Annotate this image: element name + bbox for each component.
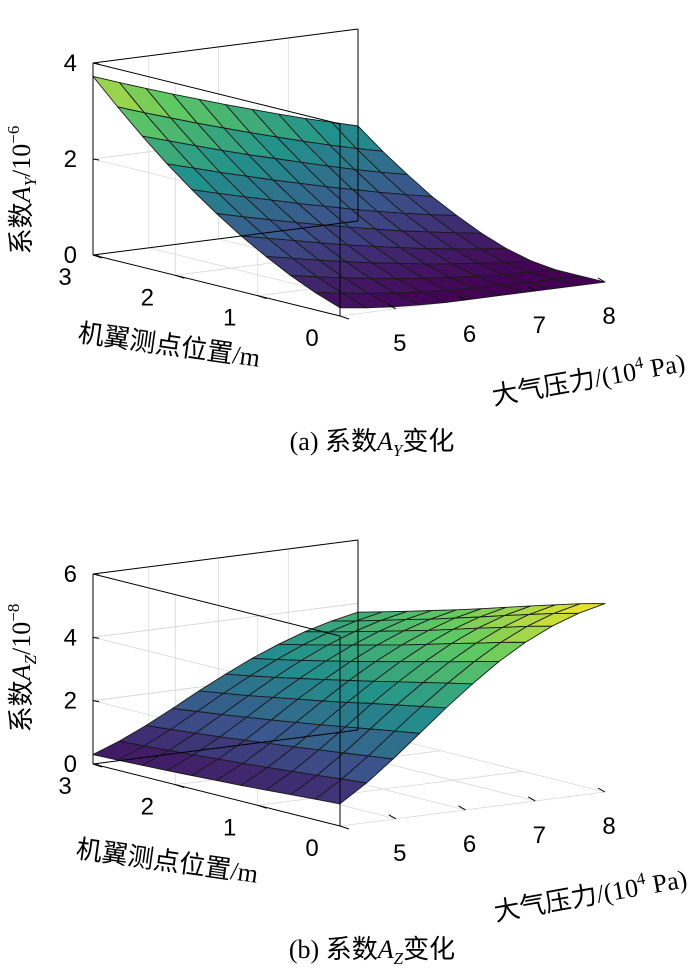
x-tick — [175, 274, 185, 279]
z-tick-label: 2 — [64, 146, 77, 173]
z-tick-label: 0 — [64, 751, 77, 778]
axis-box-edge — [92, 220, 359, 256]
z-tick — [92, 573, 100, 576]
z-tick — [92, 636, 100, 639]
axis-box-edge — [92, 573, 341, 637]
y-tick-label: 7 — [533, 312, 546, 339]
z-gridline-right — [92, 602, 359, 638]
y-tick — [388, 304, 397, 310]
z-tick — [92, 700, 100, 703]
y-tick-label: 5 — [393, 330, 406, 357]
x-tick-label: 2 — [141, 794, 154, 821]
y-tick-label: 8 — [602, 813, 615, 840]
x-tick-label: 1 — [223, 305, 236, 332]
y-tick-label: 6 — [463, 321, 476, 348]
y-tick — [528, 286, 536, 292]
x-tick-label: 0 — [305, 325, 318, 352]
panel-a-ylabel: 大气压力/(104 Pa) — [489, 345, 687, 410]
axis-box-edge — [92, 729, 359, 765]
axis-box-edge — [92, 539, 359, 575]
x-tick — [92, 763, 103, 768]
z-gridline — [92, 539, 359, 637]
x-gridline-floor — [339, 791, 606, 827]
x-tick — [175, 784, 185, 789]
x-tick-label: 3 — [58, 264, 71, 291]
x-tick — [92, 254, 103, 259]
surface-cell — [314, 778, 367, 805]
panel-b-caption: (b) 系数AZ变化 — [289, 935, 455, 968]
x-tick-label: 2 — [141, 284, 154, 311]
y-tick — [528, 796, 536, 802]
x-tick — [339, 315, 350, 320]
panel-b-chart: 0 2 4 6 0 1 2 3 5 6 7 8 系数AZ/10−8 机翼测点位置/m 大气压力/(10… — [4, 539, 689, 968]
surface-cell — [314, 292, 367, 309]
z-tick — [92, 158, 100, 161]
z-tick-label: 0 — [64, 242, 77, 269]
axis-box-edge — [92, 254, 341, 317]
y-tick-label: 8 — [602, 303, 615, 330]
panel-a-caption: (a) 系数AY变化 — [290, 427, 455, 460]
z-tick-label: 4 — [64, 50, 77, 77]
x-tick — [257, 804, 267, 809]
x-tick-label: 1 — [223, 814, 236, 841]
y-tick — [458, 295, 466, 301]
x-tick — [339, 825, 350, 830]
x-tick-label: 0 — [305, 835, 318, 862]
z-tick-label: 4 — [64, 624, 77, 651]
axis-box-edge — [92, 763, 341, 827]
x-tick-label: 3 — [58, 773, 71, 800]
x-tick — [257, 295, 267, 300]
y-tick-label: 7 — [533, 822, 546, 849]
panel-b-zlabel: 系数AZ/10−8 — [4, 604, 40, 733]
axis-box-edge — [92, 62, 341, 125]
y-tick-label: 6 — [463, 831, 476, 858]
panel-b-xlabel: 机翼测点位置/m — [74, 834, 260, 888]
panel-a-zlabel: 系数AY/10−6 — [4, 126, 40, 255]
z-tick-label: 6 — [64, 561, 77, 588]
x-gridline-floor — [257, 770, 523, 806]
panel-b-ylabel: 大气压力/(104 Pa) — [491, 861, 689, 926]
z-tick-label: 2 — [64, 688, 77, 715]
y-tick — [458, 805, 466, 811]
y-tick — [597, 277, 606, 283]
y-tick — [597, 787, 606, 793]
y-tick-label: 5 — [393, 840, 406, 867]
z-tick — [92, 62, 100, 65]
y-tick — [388, 814, 397, 820]
axis-box-edge — [92, 28, 359, 64]
